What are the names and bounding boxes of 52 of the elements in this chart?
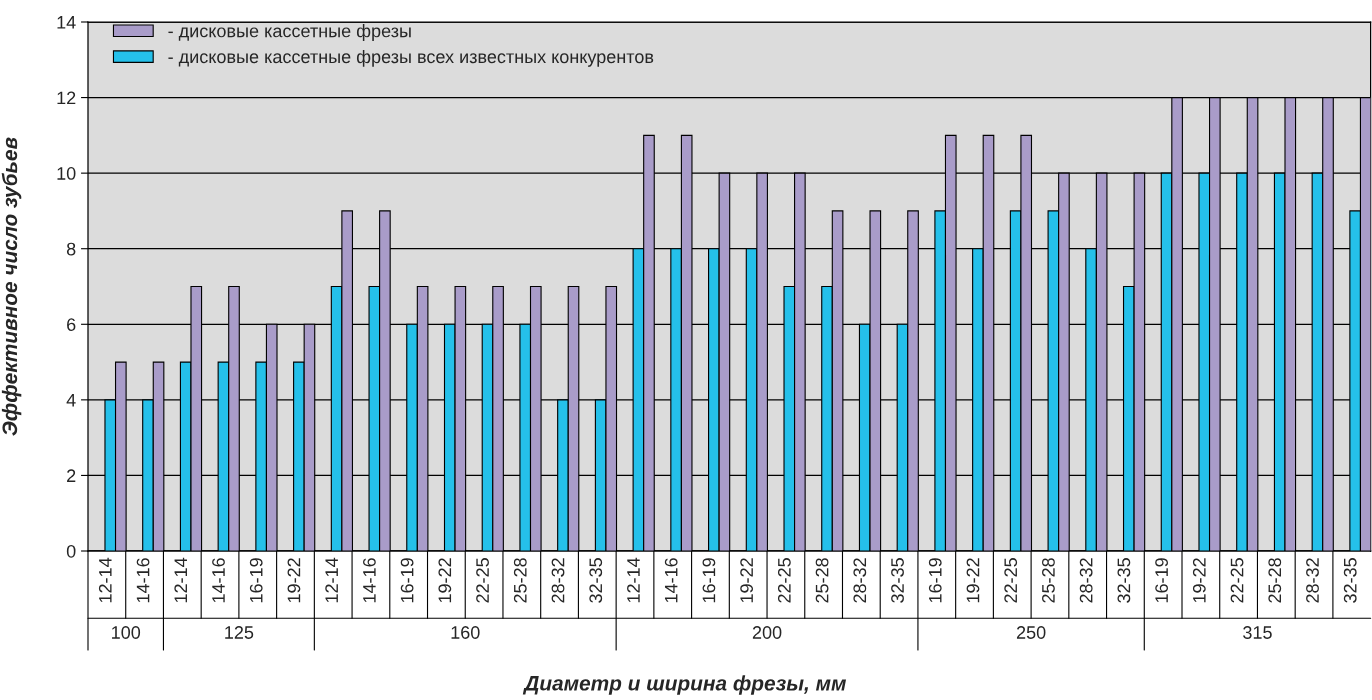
- y-axis-title: Эффективное число зубьев: [1, 137, 22, 436]
- y-tick-label: 14: [57, 16, 76, 29]
- y-tick-label: 10: [57, 167, 76, 180]
- x-tick-label: 25-28: [513, 558, 527, 603]
- x-tick-label: 28-32: [853, 558, 867, 603]
- x-tick-label: 32-35: [891, 558, 904, 603]
- x-tick-label: 16-19: [400, 558, 414, 603]
- x-tick-label: 28-32: [1079, 558, 1093, 603]
- x-tick-label: 16-19: [702, 558, 716, 603]
- x-tick-label: 19-22: [287, 558, 301, 603]
- text: 100: [112, 626, 141, 639]
- x-tick-label: 28-32: [1306, 558, 1319, 603]
- x-tick-label: 32-35: [589, 558, 603, 603]
- y-tick-label: 4: [66, 393, 76, 407]
- x-tick-label: 25-28: [815, 558, 829, 603]
- text: 315: [1243, 626, 1272, 639]
- y-tick-label: 8: [66, 242, 76, 256]
- x-tick-label: 12-14: [325, 557, 338, 603]
- x-tick-label: 32-35: [1343, 558, 1357, 603]
- legend-label: - дисковые кассетные фрезы всех известных конкурентов: [168, 49, 654, 67]
- text: 125: [225, 626, 254, 639]
- text: 200: [752, 626, 782, 639]
- x-tick-label: 16-19: [1155, 558, 1168, 603]
- x-tick-label: 19-22: [740, 558, 754, 603]
- x-tick-label: 14-16: [664, 558, 678, 603]
- legend-label: - дисковые кассетные фрезы: [168, 24, 411, 41]
- x-tick-label: 12-14: [98, 557, 112, 603]
- x-tick-label: 22-25: [1230, 558, 1244, 603]
- x-axis-title: Диаметр и ширина фрезы, мм: [522, 675, 847, 695]
- y-tick-label: 6: [67, 318, 76, 332]
- x-tick-label: 25-28: [1268, 558, 1282, 603]
- x-tick-label: 28-32: [551, 558, 565, 603]
- x-tick-label: 14-16: [362, 558, 376, 603]
- x-tick-label: 12-14: [174, 557, 187, 603]
- x-tick-label: 25-28: [1042, 558, 1055, 603]
- x-tick-label: 16-19: [928, 558, 942, 603]
- x-tick-label: 16-19: [249, 558, 263, 603]
- x-tick-label: 19-22: [966, 558, 980, 603]
- text: 160: [451, 626, 480, 639]
- x-tick-label: 19-22: [438, 558, 452, 603]
- x-tick-label: 22-25: [1004, 558, 1018, 603]
- y-tick-label: 2: [67, 469, 76, 482]
- x-tick-label: 22-25: [777, 558, 791, 603]
- x-tick-label: 19-22: [1192, 558, 1206, 603]
- x-tick-label: 22-25: [476, 558, 489, 603]
- x-tick-label: 14-16: [212, 558, 225, 603]
- x-tick-label: 14-16: [136, 558, 150, 603]
- y-tick-label: 0: [66, 544, 76, 558]
- x-tick-label: 32-35: [1117, 558, 1131, 603]
- text: 250: [1016, 626, 1046, 639]
- y-tick-label: 12: [57, 91, 76, 105]
- x-tick-label: 12-14: [627, 557, 640, 603]
